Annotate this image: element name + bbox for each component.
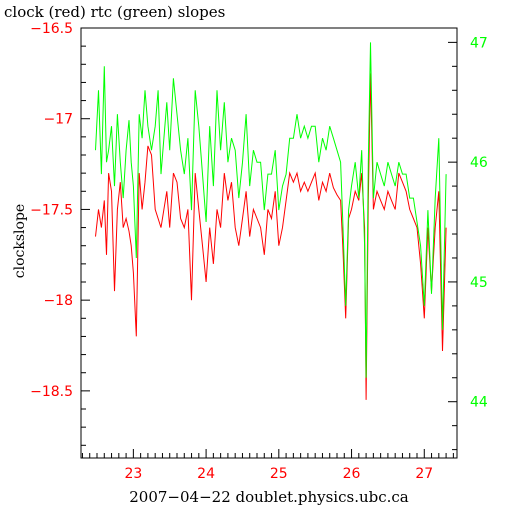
chart-title: clock (red) rtc (green) slopes (4, 3, 225, 21)
x-tick-label: 26 (343, 466, 361, 482)
left-tick-label: −17.5 (30, 202, 73, 218)
right-tick-label: 45 (470, 275, 488, 291)
right-tick-label: 46 (470, 155, 488, 171)
x-tick-label: 25 (270, 466, 288, 482)
left-tick-label: −18 (43, 293, 73, 309)
x-tick-label: 23 (124, 466, 142, 482)
bottom-axis: 23 24 25 26 27 (81, 449, 454, 482)
y-axis-label: clockslope (12, 204, 28, 278)
right-tick-label: 44 (470, 395, 488, 411)
plot-frame (80, 27, 458, 459)
x-axis-label: 2007−04−22 doublet.physics.ubc.ca (129, 488, 409, 506)
series-clock-line (95, 73, 447, 400)
right-tick-label: 47 (470, 35, 488, 51)
series-rtc-line (95, 42, 447, 378)
x-tick-label: 27 (415, 466, 433, 482)
left-tick-label: −18.5 (30, 384, 73, 400)
x-tick-label: 24 (197, 466, 215, 482)
series-layer (95, 42, 447, 400)
right-axis: 47 46 45 44 (448, 35, 488, 451)
left-tick-label: −17 (43, 112, 73, 128)
left-tick-label: −16.5 (30, 21, 73, 37)
left-axis: −16.5 −17 −17.5 −18 −18.5 (30, 21, 90, 446)
